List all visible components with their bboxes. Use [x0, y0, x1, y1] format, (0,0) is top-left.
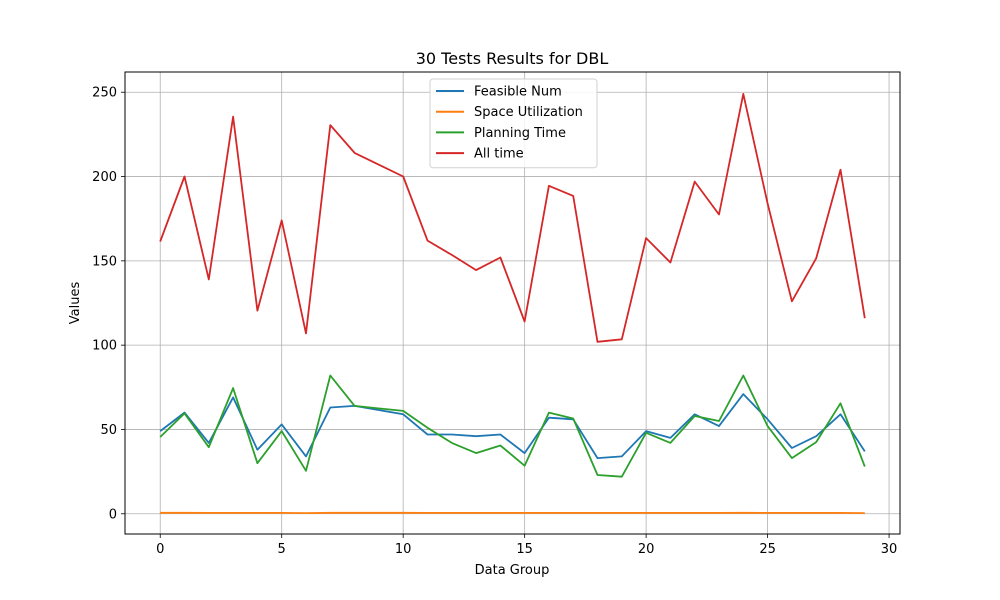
y-tick-label: 250 [92, 86, 117, 101]
y-axis-label: Values [68, 282, 83, 325]
y-tick-label: 150 [92, 254, 117, 269]
y-tick-label: 50 [100, 423, 117, 438]
x-tick-label: 20 [638, 542, 655, 557]
legend-label-all-time: All time [474, 147, 524, 162]
y-tick-label: 0 [109, 507, 117, 522]
series-line-feasible-num [159, 393, 866, 460]
plot-frame [124, 71, 901, 535]
legend-label-feasible-num: Feasible Num [474, 85, 562, 100]
axis-ticks: 0 5 10 15 20 25 30 0 50 100 150 200 250 [92, 86, 897, 557]
x-tick-label: 10 [395, 542, 412, 557]
series-line-all-time [159, 93, 866, 343]
x-tick-label: 15 [516, 542, 533, 557]
chart-title: 30 Tests Results for DBL [416, 49, 609, 68]
legend-label-planning-time: Planning Time [474, 126, 566, 141]
x-tick-label: 0 [156, 542, 164, 557]
y-tick-label: 100 [92, 339, 117, 354]
series-lines [159, 93, 866, 514]
x-axis-label: Data Group [475, 563, 550, 578]
x-tick-label: 30 [881, 542, 898, 557]
legend-box [429, 78, 598, 169]
legend: Feasible Num Space Utilization Planning Ti… [429, 78, 598, 169]
x-tick-label: 25 [759, 542, 776, 557]
legend-label-space-utilization: Space Utilization [474, 105, 583, 120]
y-tick-label: 200 [92, 170, 117, 185]
series-line-planning-time [159, 374, 866, 478]
x-tick-label: 5 [278, 542, 286, 557]
